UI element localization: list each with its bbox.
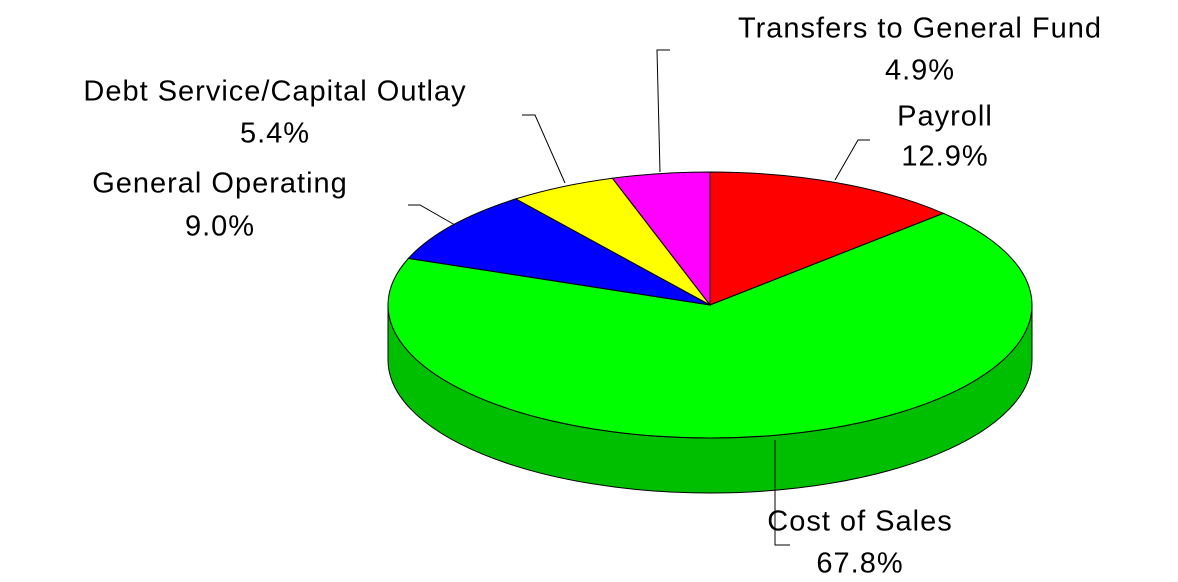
pie-slice [611,171,711,307]
pie-slice [387,212,1033,439]
value-label: 4.9% [885,55,955,87]
leader-line [408,204,456,226]
slice-label: Payroll [897,101,993,133]
slice-label: Debt Service/Capital Outlay [83,76,466,108]
slice-label: General Operating [92,168,348,200]
pie-slice [709,171,945,306]
slice-label: Cost of Sales [767,506,952,538]
leader-line [834,139,870,181]
leader-line [522,114,566,184]
slice-label: Transfers to General Fund [738,13,1102,45]
value-label: 12.9% [901,141,988,173]
value-label: 67.8% [816,548,903,580]
pie-slice [407,198,711,306]
leader-line [656,49,670,173]
value-label: 9.0% [185,211,255,243]
value-label: 5.4% [240,118,310,150]
leader-line [774,440,790,546]
